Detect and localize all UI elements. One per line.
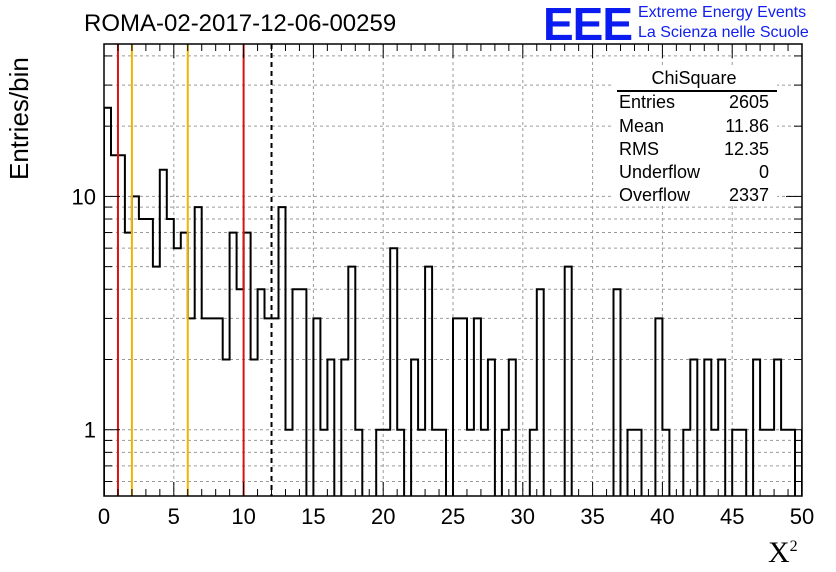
stats-value: 2605 xyxy=(728,92,769,112)
x-tick-label: 15 xyxy=(301,504,325,529)
axes: 0 5 10 15 20 25 30 35 40 45 50 1 10 xyxy=(72,43,814,529)
x-axis-label-exponent: 2 xyxy=(789,538,798,555)
x-tick-label: 0 xyxy=(98,504,110,529)
logo-tagline-1: Extreme Energy Events xyxy=(638,4,807,21)
x-tick-label: 40 xyxy=(650,504,674,529)
x-axis-label-symbol: X xyxy=(768,536,790,569)
y-tick-label: 1 xyxy=(84,418,96,443)
chart-title: ROMA-02-2017-12-06-00259 xyxy=(84,10,397,37)
stats-box-divider xyxy=(617,90,777,92)
histogram-series xyxy=(104,106,802,496)
stats-value: 0 xyxy=(758,162,769,182)
stats-value: 12.35 xyxy=(723,139,769,159)
y-tick-label: 10 xyxy=(72,184,96,209)
x-axis-label: X2 xyxy=(768,536,798,570)
stats-key: Overflow xyxy=(619,185,691,205)
x-tick-label: 45 xyxy=(720,504,744,529)
x-tick-label: 5 xyxy=(168,504,180,529)
stats-value: 11.86 xyxy=(725,116,769,136)
stats-box: ChiSquare Entries 2605 Mean 11.86 RMS 12… xyxy=(611,66,777,205)
x-tick-label: 25 xyxy=(441,504,465,529)
y-axis-label: Entries/bin xyxy=(4,57,34,180)
x-tick-label: 30 xyxy=(511,504,535,529)
x-tick-label: 10 xyxy=(231,504,255,529)
x-tick-label: 50 xyxy=(790,504,814,529)
x-tick-label: 20 xyxy=(371,504,395,529)
logo-tagline-2: La Scienza nelle Scuole xyxy=(638,24,809,41)
histogram-outline xyxy=(104,106,802,496)
stats-key: Mean xyxy=(619,116,665,136)
stats-key: Entries xyxy=(619,92,676,112)
x-tick-label: 35 xyxy=(580,504,604,529)
reference-lines xyxy=(116,44,273,496)
stats-box-heading: ChiSquare xyxy=(651,68,737,88)
stats-value: 2337 xyxy=(728,185,769,205)
stats-key: Underflow xyxy=(619,162,701,182)
eee-logo: EEE xyxy=(543,0,633,50)
stats-key: RMS xyxy=(619,139,659,159)
